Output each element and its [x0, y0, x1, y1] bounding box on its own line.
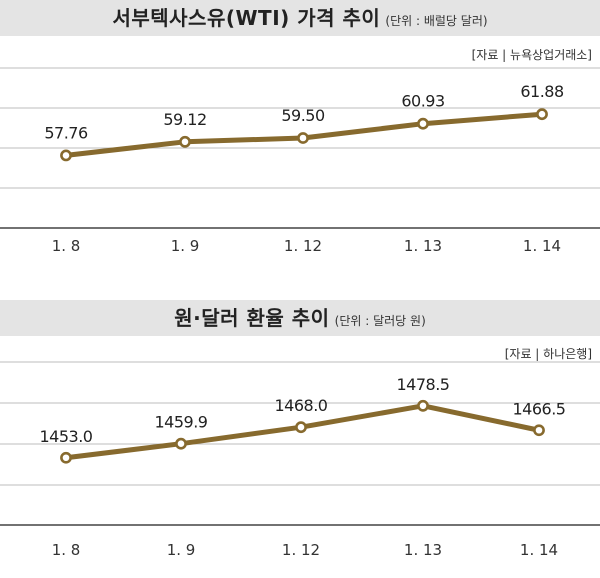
- wti-x-tick-label: 1. 13: [404, 237, 442, 255]
- wti-source-label: [자료 | 뉴욕상업거래소]: [471, 48, 592, 62]
- krw-usd-title-bar: 원·달러 환율 추이 (단위 : 달러당 원): [0, 300, 600, 336]
- krw-usd-data-point: [60, 451, 72, 464]
- krw-usd-data-point: [533, 424, 545, 437]
- krw-usd-data-label: 1453.0: [40, 427, 93, 446]
- wti-title-bar: 서부텍사스유(WTI) 가격 추이 (단위 : 배럴당 달러): [0, 0, 600, 36]
- wti-data-label: 59.12: [163, 110, 206, 129]
- wti-chart-title: 서부텍사스유(WTI) 가격 추이: [112, 6, 381, 30]
- wti-line-chart: 57.76 59.12 59.50 60.93 61.88 1. 8 1. 9 1. 12 1.…: [0, 67, 600, 255]
- wti-data-point: [179, 135, 191, 148]
- wti-data-point: [536, 108, 548, 121]
- wti-x-tick-label: 1. 8: [52, 237, 81, 255]
- krw-usd-data-point: [295, 421, 307, 434]
- krw-usd-data-point: [175, 437, 187, 450]
- wti-data-point: [60, 149, 72, 162]
- krw-usd-x-tick-label: 1. 14: [520, 541, 558, 559]
- krw-usd-source-label: [자료 | 하나은행]: [504, 347, 592, 361]
- krw-usd-x-tick-label: 1. 13: [404, 541, 442, 559]
- krw-usd-x-tick-label: 1. 12: [282, 541, 320, 559]
- krw-usd-x-tick-label: 1. 8: [52, 541, 81, 559]
- wti-x-tick-label: 1. 9: [171, 237, 200, 255]
- wti-data-label: 59.50: [281, 106, 325, 125]
- krw-usd-data-label: 1478.5: [397, 375, 450, 394]
- wti-data-point: [297, 132, 309, 144]
- wti-data-point: [417, 117, 429, 130]
- wti-data-label: 61.88: [520, 82, 564, 101]
- wti-chart-panel: 서부텍사스유(WTI) 가격 추이 (단위 : 배럴당 달러) [자료 | 뉴욕…: [0, 0, 600, 270]
- wti-unit-label: (단위 : 배럴당 달러): [385, 14, 488, 28]
- krw-usd-unit-label: (단위 : 달러당 원): [334, 314, 426, 328]
- wti-x-tick-label: 1. 12: [284, 237, 322, 255]
- krw-usd-chart-panel: 원·달러 환율 추이 (단위 : 달러당 원) [자료 | 하나은행] 1453…: [0, 300, 600, 578]
- wti-data-label: 57.76: [44, 123, 88, 142]
- wti-x-tick-label: 1. 14: [523, 237, 561, 255]
- krw-usd-data-label: 1459.9: [155, 413, 208, 432]
- krw-usd-data-label: 1468.0: [275, 396, 328, 415]
- wti-data-label: 60.93: [401, 92, 444, 111]
- krw-usd-x-tick-label: 1. 9: [167, 541, 196, 559]
- krw-usd-data-label: 1466.5: [513, 399, 566, 418]
- krw-usd-chart-title: 원·달러 환율 추이: [174, 306, 330, 330]
- krw-usd-line-chart: 1453.0 1459.9 1468.0 1478.5 1466.5 1. 8 1. 9 1.…: [0, 361, 600, 559]
- krw-usd-data-point: [417, 399, 429, 412]
